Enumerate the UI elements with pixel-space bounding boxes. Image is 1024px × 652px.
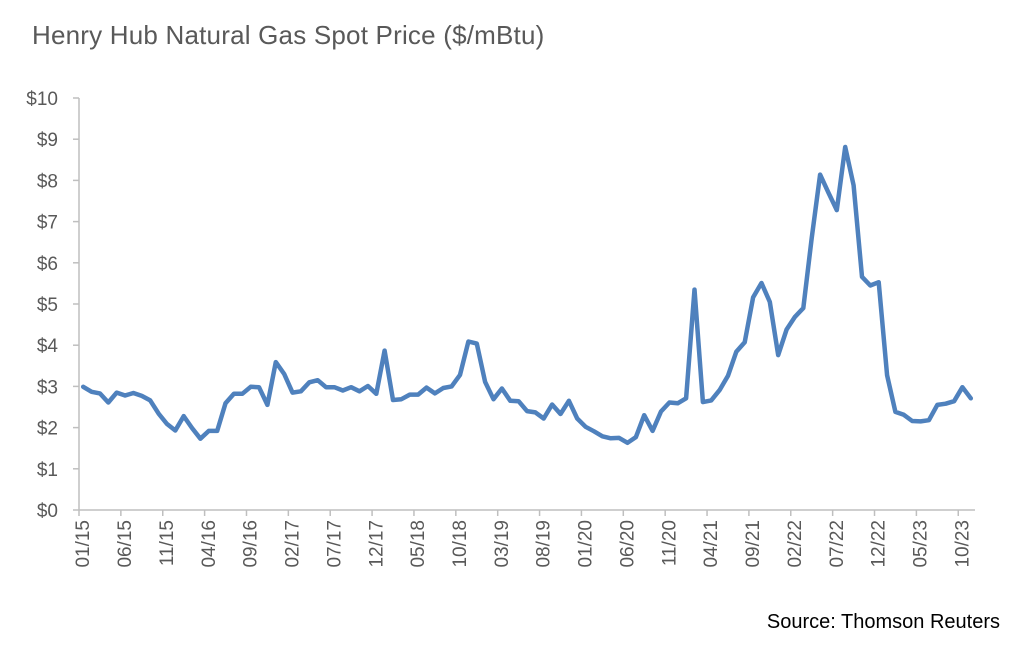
y-tick-label: $2: [37, 419, 58, 440]
x-tick-label: 03/19: [492, 520, 513, 568]
y-tick-label: $7: [37, 213, 58, 234]
x-tick-label: 05/18: [408, 520, 429, 568]
x-tick-label: 04/16: [199, 520, 220, 568]
x-tick-label: 04/21: [701, 520, 722, 568]
x-tick-label: 06/20: [617, 520, 638, 568]
y-tick-label: $4: [37, 336, 59, 357]
x-tick-label: 08/19: [534, 520, 555, 568]
x-tick-label: 10/23: [952, 520, 973, 568]
x-tick-label: 05/23: [911, 520, 932, 568]
y-tick-label: $5: [37, 295, 58, 316]
series-layer: [80, 144, 974, 446]
x-tick-label: 11/15: [157, 520, 178, 566]
x-tick-label: 02/22: [785, 520, 806, 568]
x-tick-label: 01/20: [576, 520, 597, 568]
y-tick-label: $0: [37, 501, 58, 522]
source-note: Source: Thomson Reuters: [766, 611, 1000, 633]
x-axis: 01/15 06/15 11/15 04/16 09/16 02/17 07/17 12/17…: [73, 509, 975, 568]
y-tick-label: $3: [37, 377, 58, 398]
y-tick-label: $8: [37, 171, 58, 192]
x-tick-label: 10/18: [450, 520, 471, 568]
x-tick-label: 07/17: [324, 520, 345, 568]
y-tick-label: $9: [37, 130, 58, 151]
x-tick-label: 12/17: [366, 520, 387, 568]
y-tick-label: $1: [37, 460, 58, 481]
x-tick-label: 09/21: [743, 520, 764, 568]
x-tick-label: 02/17: [283, 520, 304, 568]
x-tick-label: 06/15: [115, 520, 136, 568]
chart-title: Henry Hub Natural Gas Spot Price ($/mBtu…: [32, 20, 545, 50]
series-line-henry-hub-price: [80, 144, 974, 446]
y-tick-label: $6: [37, 254, 58, 275]
x-tick-label: 01/15: [73, 520, 94, 568]
x-tick-label: 11/20: [659, 520, 680, 566]
y-tick-label: $10: [26, 89, 58, 110]
x-tick-label: 09/16: [241, 520, 262, 568]
y-axis: $0 $1 $2 $3 $4 $5 $6 $7 $8 $9 $10: [26, 89, 80, 522]
x-tick-label: 07/22: [827, 520, 848, 568]
x-tick-label: 12/22: [869, 520, 890, 568]
